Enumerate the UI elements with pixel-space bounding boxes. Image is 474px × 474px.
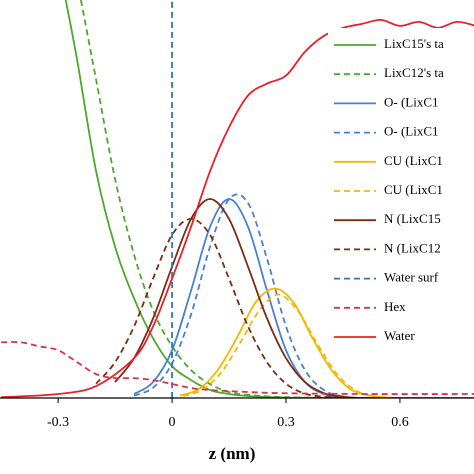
x-tick-label: -0.3 (47, 415, 69, 430)
legend-label: CU (LixC1 (384, 182, 443, 197)
legend-label: N (LixC15 (384, 211, 441, 226)
series-line (183, 293, 393, 398)
legend-label: LixC12's ta (384, 65, 444, 80)
x-tick-label: 0 (169, 415, 176, 430)
x-tick-label: 0.6 (391, 415, 409, 430)
x-tick-label: 0.3 (277, 415, 295, 430)
legend-label: Hex (384, 299, 406, 314)
legend-label: CU (LixC1 (384, 153, 443, 168)
legend-label: O- (LixC1 (384, 94, 439, 109)
legend (328, 28, 474, 358)
legend-label: LixC15's ta (384, 36, 444, 51)
legend-label: Water (384, 328, 415, 343)
series-line (1, 341, 474, 395)
series-line (1, 18, 474, 398)
series-line (179, 287, 389, 398)
legend-label: N (LixC12 (384, 240, 441, 255)
series-line (114, 198, 381, 398)
x-axis-label: z (nm) (209, 444, 256, 463)
series-line (95, 217, 362, 398)
legend-label: O- (LixC1 (384, 124, 439, 139)
legend-label: Water surf (384, 270, 439, 285)
